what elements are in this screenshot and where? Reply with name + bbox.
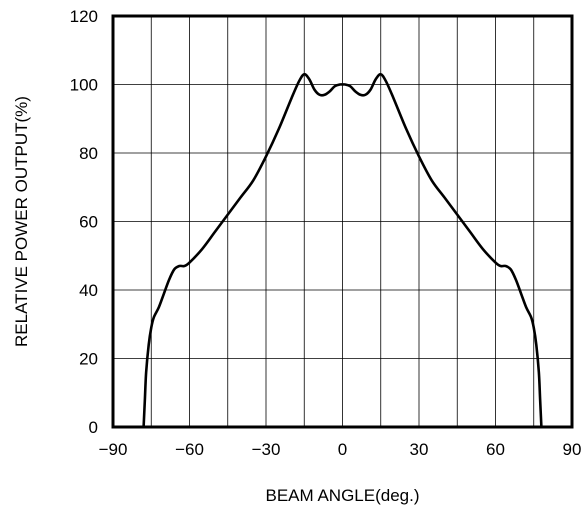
y-tick-label: 20: [79, 350, 98, 369]
x-tick-label: 0: [338, 440, 347, 459]
y-tick-label: 120: [70, 7, 98, 26]
grid-lines: [113, 16, 572, 427]
x-tick-label: −30: [252, 440, 281, 459]
plot-frame: [111, 14, 574, 429]
x-tick-label: −90: [99, 440, 128, 459]
y-tick-label: 80: [79, 144, 98, 163]
y-tick-label: 40: [79, 281, 98, 300]
x-tick-label: 60: [486, 440, 505, 459]
x-tick-label: −60: [175, 440, 204, 459]
y-axis-title: RELATIVE POWER OUTPUT(%): [12, 96, 31, 347]
y-tick-label: 100: [70, 76, 98, 95]
x-axis-title: BEAM ANGLE(deg.): [265, 486, 419, 505]
y-tick-label: 60: [79, 213, 98, 232]
x-tick-label: 90: [563, 440, 582, 459]
x-tick-label: 30: [410, 440, 429, 459]
x-tick-labels: −90 −60 −30 0 30 60 90: [99, 440, 582, 459]
y-tick-labels: 0 20 40 60 80 100 120: [70, 7, 98, 437]
power-curve: [142, 72, 543, 429]
y-tick-label: 0: [89, 418, 98, 437]
